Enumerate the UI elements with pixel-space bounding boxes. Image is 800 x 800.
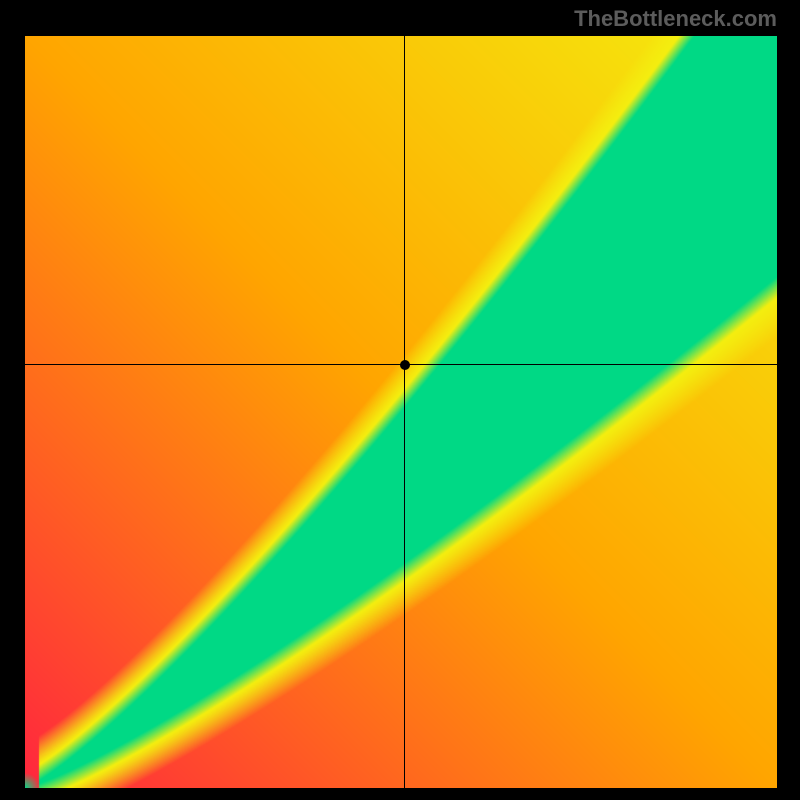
watermark-text: TheBottleneck.com xyxy=(574,6,777,32)
chart-container: TheBottleneck.com xyxy=(0,0,800,800)
crosshair-marker-dot xyxy=(400,360,410,370)
heatmap-plot-area xyxy=(25,36,777,788)
crosshair-vertical xyxy=(404,36,405,788)
bottleneck-heatmap xyxy=(25,36,777,788)
